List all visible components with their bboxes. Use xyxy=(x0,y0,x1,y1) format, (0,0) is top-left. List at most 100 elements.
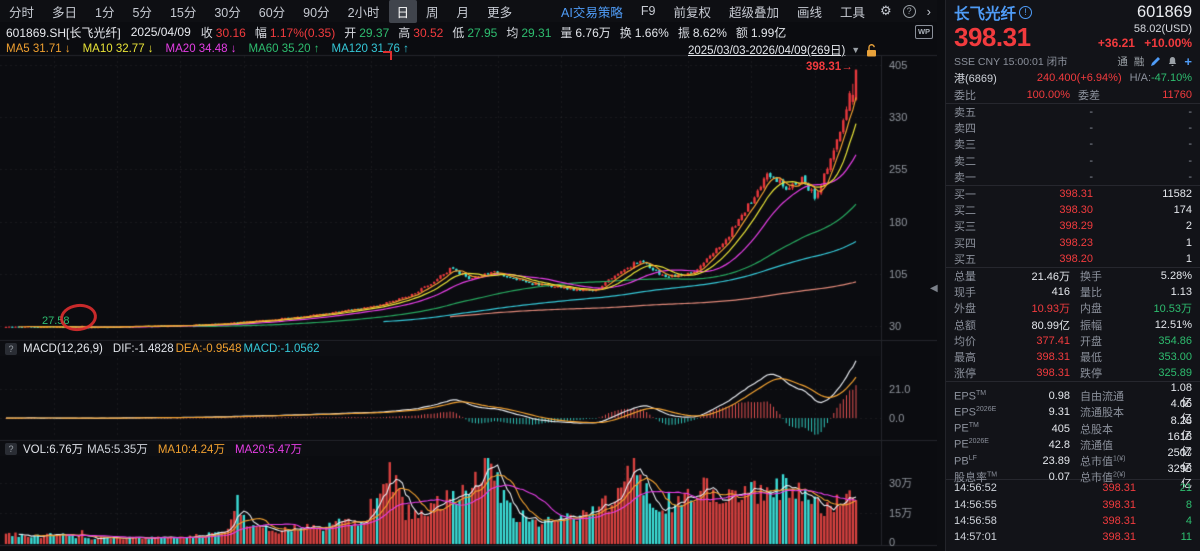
field-label: 幅 xyxy=(254,25,267,40)
period-tab-月[interactable]: 月 xyxy=(456,5,470,20)
field-label: 收 xyxy=(200,25,213,40)
help-icon[interactable]: ? xyxy=(5,342,17,355)
date-range-control: 2025/03/03-2026/04/09(269日) ▼ xyxy=(688,42,877,58)
ask-qty: - xyxy=(1188,170,1192,183)
vol-ma5-value: MA5:5.35万 xyxy=(87,443,148,456)
period-tab-30分[interactable]: 30分 xyxy=(214,5,241,20)
ask-label: 卖四 xyxy=(954,123,976,136)
bid-row[interactable]: 买一 398.31 11582 xyxy=(946,186,1200,202)
period-tab-90分[interactable]: 90分 xyxy=(303,5,330,20)
time-sales-row: 14:56:55 398.31 8 xyxy=(946,497,1200,513)
ask-row[interactable]: 卖二 - - xyxy=(946,153,1200,169)
period-tab-周[interactable]: 周 xyxy=(426,5,439,20)
period-tab-分时[interactable]: 分时 xyxy=(9,5,35,20)
tick-qty: 21 xyxy=(1179,482,1192,495)
period-tab-5分[interactable]: 5分 xyxy=(132,5,152,20)
price-change: +36.21 +10.00% xyxy=(1098,36,1192,51)
bid-price: 398.29 xyxy=(1059,220,1093,233)
ohlc-fields: 收 30.16 幅 1.17%(0.35) 开 29.37 高 30.52 低 27.95 均 29.… xyxy=(201,24,795,41)
stat-label: 跌停 xyxy=(1080,368,1102,381)
bid-price: 398.20 xyxy=(1059,252,1093,265)
tick-price: 398.31 xyxy=(1102,514,1136,527)
stat-value: 353.00 xyxy=(1158,350,1192,363)
edit-pencil-icon[interactable] xyxy=(1150,56,1161,67)
ma-text: MA60 35.20 xyxy=(248,43,314,55)
tool-AI交易策略[interactable]: AI交易策略 xyxy=(561,5,623,20)
field-label: 振 xyxy=(677,25,690,40)
period-tab-15分[interactable]: 15分 xyxy=(169,5,197,20)
info-icon[interactable]: ! xyxy=(1019,6,1033,19)
period-tab-日[interactable]: 日 xyxy=(388,0,418,23)
macd-name: MACD(12,26,9) xyxy=(23,342,103,355)
chevron-right-icon[interactable]: › xyxy=(926,3,931,19)
ask-levels: 卖五 - - 卖四 - - 卖三 - - 卖二 - - 卖一 - - xyxy=(946,103,1200,185)
ask-row[interactable]: 卖一 - - xyxy=(946,169,1200,185)
stat-label: 最高 xyxy=(954,351,976,364)
ma-text: MA10 32.77 xyxy=(82,43,148,55)
ask-row[interactable]: 卖五 - - xyxy=(946,104,1200,120)
help-icon[interactable]: ? xyxy=(902,4,916,18)
tool-工具[interactable]: 工具 xyxy=(839,5,865,20)
period-tab-60分[interactable]: 60分 xyxy=(258,5,286,20)
tool-画线[interactable]: 画线 xyxy=(796,5,822,20)
stat-value: 398.31 xyxy=(1036,367,1070,380)
bid-row[interactable]: 买三 398.29 2 xyxy=(946,218,1200,234)
field-低: 低 27.95 xyxy=(452,26,497,40)
bid-label: 买五 xyxy=(954,253,976,266)
wp-window-icon[interactable]: WP xyxy=(915,25,933,39)
fin-label-sup: 2026E xyxy=(976,406,997,414)
period-tab-更多[interactable]: 更多 xyxy=(487,5,513,20)
unlock-icon[interactable] xyxy=(866,43,877,57)
ohlc-info-line: 601869.SH[长飞光纤] 2025/04/09 收 30.16 幅 1.17%(… xyxy=(0,23,937,41)
stat-row: 最高 398.31 最低 353.00 xyxy=(946,349,1200,365)
stat-value: 21.46万 xyxy=(1031,270,1070,283)
stat-label: 换手 xyxy=(1080,270,1102,283)
fin-label: 总股本 xyxy=(1080,423,1113,436)
tick-qty: 4 xyxy=(1185,514,1192,527)
fin-value: 405 xyxy=(1051,422,1070,435)
field-label: 额 xyxy=(735,25,748,40)
date-range-text[interactable]: 2025/03/03-2026/04/09(269日) xyxy=(688,45,846,57)
bid-row[interactable]: 买五 398.20 1 xyxy=(946,251,1200,267)
fin-value: 8.28亿 xyxy=(1170,414,1192,442)
bid-label: 买一 xyxy=(954,189,976,202)
ma-indicator-line: MA5 31.71 ↓ MA10 32.77 ↓ MA20 34.48 ↓ MA60 … xyxy=(0,42,937,56)
fin-value: 4.06亿 xyxy=(1170,398,1192,426)
add-to-watchlist-icon[interactable]: + xyxy=(1184,53,1192,69)
tool-F9[interactable]: F9 xyxy=(640,4,656,18)
bid-row[interactable]: 买四 398.23 1 xyxy=(946,235,1200,251)
ma-legend-item: MA20 34.48 ↓ xyxy=(166,43,237,55)
panel-collapse-arrow[interactable]: ◀ xyxy=(930,283,938,294)
stock-name[interactable]: 长飞光纤 xyxy=(954,5,1017,23)
drawing-corner-annotation xyxy=(383,51,392,60)
fin-label: 股息率TM xyxy=(954,471,998,485)
gear-icon[interactable]: ⚙ xyxy=(880,3,892,18)
tool-前复权[interactable]: 前复权 xyxy=(673,5,711,20)
period-tab-多日[interactable]: 多日 xyxy=(52,5,78,20)
help-icon[interactable]: ? xyxy=(5,442,17,455)
stat-value: 1.13 xyxy=(1170,286,1192,299)
fin-value: 42.8 xyxy=(1048,438,1070,451)
ma-legend-item: MA5 31.71 ↓ xyxy=(6,43,71,55)
tool-超级叠加[interactable]: 超级叠加 xyxy=(728,5,779,20)
ask-row[interactable]: 卖四 - - xyxy=(946,120,1200,136)
quote-header: 长飞光纤 ! 601869 398.31 58.02(USD) +36.21 +… xyxy=(946,0,1200,69)
ask-row[interactable]: 卖三 - - xyxy=(946,136,1200,152)
stat-value: 325.89 xyxy=(1158,367,1192,380)
period-toolbar: 分时 多日 1分 5分 15分 30分 60分 90分 2小时日周 月 更多 AI交易策略 F9 前复权 超… xyxy=(0,0,937,23)
bid-row[interactable]: 买二 398.30 174 xyxy=(946,202,1200,218)
stat-label: 量比 xyxy=(1080,287,1102,300)
current-price: 398.31 xyxy=(954,22,1031,52)
field-换: 换 1.66% xyxy=(620,26,669,40)
kline-chart-canvas[interactable] xyxy=(0,0,937,551)
field-振: 振 8.62% xyxy=(678,26,727,40)
financial-row: PBLF 23.89 总市值1(¥) 2507亿 xyxy=(946,447,1200,474)
alert-bell-icon[interactable] xyxy=(1167,56,1178,67)
chevron-down-icon[interactable]: ▼ xyxy=(851,45,861,55)
bid-price: 398.30 xyxy=(1059,204,1093,217)
period-tab-1分[interactable]: 1分 xyxy=(95,5,115,20)
period-tab-2小时[interactable]: 2小时 xyxy=(347,5,380,20)
hk-share-row[interactable]: 港(6869) 240.400(+6.94%) H/A:-47.10% xyxy=(946,69,1200,86)
fin-label: 流通股本 xyxy=(1080,407,1124,420)
arrow-down-icon: ↓ xyxy=(64,43,71,55)
